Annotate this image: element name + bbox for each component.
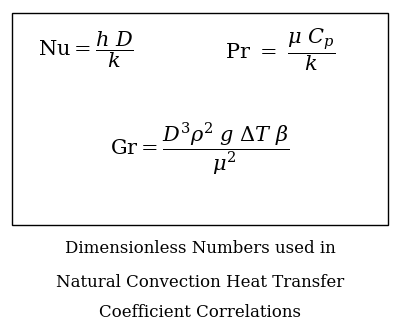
Text: $\mathregular{Pr}\ =\ \dfrac{\mu\ C_p}{k}$: $\mathregular{Pr}\ =\ \dfrac{\mu\ C_p}{k… (225, 26, 335, 73)
Text: Coefficient Correlations: Coefficient Correlations (99, 305, 301, 321)
Bar (12, 13, 388, 225)
Text: $\mathregular{Gr} = \dfrac{D^3 \rho^2\ g\ \Delta T\ \beta}{\mu^2}$: $\mathregular{Gr} = \dfrac{D^3 \rho^2\ g… (110, 121, 290, 177)
Text: Natural Convection Heat Transfer: Natural Convection Heat Transfer (56, 274, 344, 291)
Text: $\mathregular{Nu} = \dfrac{h\ D}{k}$: $\mathregular{Nu} = \dfrac{h\ D}{k}$ (38, 30, 134, 70)
Text: Dimensionless Numbers used in: Dimensionless Numbers used in (65, 240, 335, 257)
